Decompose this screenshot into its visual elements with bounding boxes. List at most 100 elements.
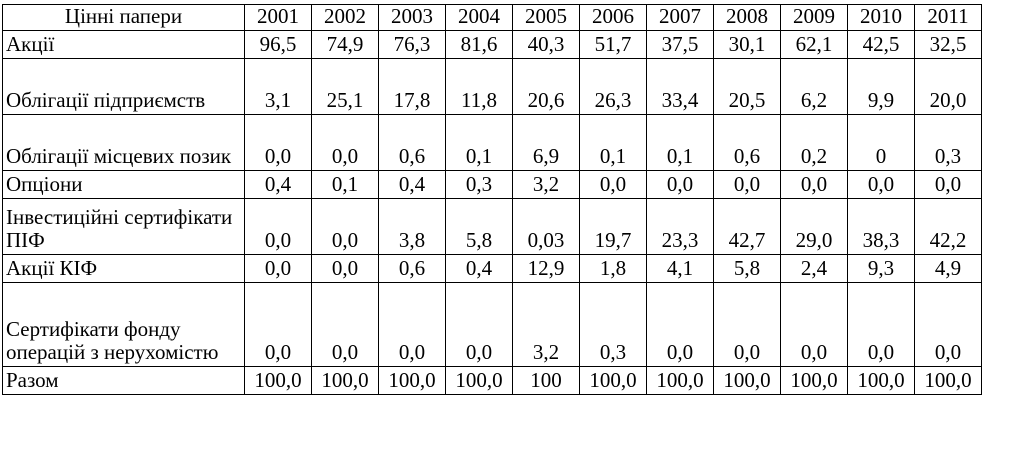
value-cell: 26,3 bbox=[579, 58, 647, 115]
value-cell: 100 bbox=[512, 366, 580, 395]
value-cell: 5,8 bbox=[713, 254, 781, 283]
value-cell: 0,6 bbox=[378, 254, 446, 283]
row-label-cell: Сертифікати фонду операцій з нерухомістю bbox=[2, 282, 245, 367]
value-cell: 42,5 bbox=[847, 30, 915, 59]
value-cell: 100,0 bbox=[579, 366, 647, 395]
value-cell: 42,2 bbox=[914, 198, 982, 255]
table-row: Інвестиційні сертифікати ПІФ 0,0 0,0 3,8 5,8… bbox=[2, 198, 982, 255]
table-row: Разом 100,0 100,0 100,0 100,0 100 100,0 100,0 10… bbox=[2, 366, 982, 395]
table-body: Акції 96,5 74,9 76,3 81,6 40,3 51,7 37,5 30,1 62,… bbox=[2, 30, 982, 395]
value-cell: 0,0 bbox=[244, 114, 312, 171]
value-cell: 0,1 bbox=[445, 114, 513, 171]
value-cell: 0,0 bbox=[713, 282, 781, 367]
value-cell: 0,1 bbox=[311, 170, 379, 199]
value-cell: 0,0 bbox=[914, 170, 982, 199]
value-cell: 96,5 bbox=[244, 30, 312, 59]
header-label-cell: Цінні папери bbox=[2, 4, 245, 31]
header-year-cell: 2007 bbox=[646, 4, 714, 31]
value-cell: 0,0 bbox=[646, 170, 714, 199]
row-label-cell: Разом bbox=[2, 366, 245, 395]
table-header-row: Цінні папери 2001 2002 2003 2004 2005 20… bbox=[2, 4, 982, 31]
value-cell: 0,0 bbox=[311, 114, 379, 171]
value-cell: 4,9 bbox=[914, 254, 982, 283]
header-year-cell: 2008 bbox=[713, 4, 781, 31]
value-cell: 6,9 bbox=[512, 114, 580, 171]
value-cell: 0,0 bbox=[244, 254, 312, 283]
header-year-cell: 2002 bbox=[311, 4, 379, 31]
value-cell: 42,7 bbox=[713, 198, 781, 255]
header-year-cell: 2004 bbox=[445, 4, 513, 31]
value-cell: 32,5 bbox=[914, 30, 982, 59]
row-label-cell: Інвестиційні сертифікати ПІФ bbox=[2, 198, 245, 255]
header-year-cell: 2001 bbox=[244, 4, 312, 31]
value-cell: 2,4 bbox=[780, 254, 848, 283]
value-cell: 0,0 bbox=[780, 282, 848, 367]
value-cell: 30,1 bbox=[713, 30, 781, 59]
value-cell: 0,0 bbox=[311, 254, 379, 283]
header-year-cell: 2006 bbox=[579, 4, 647, 31]
value-cell: 100,0 bbox=[847, 366, 915, 395]
value-cell: 81,6 bbox=[445, 30, 513, 59]
value-cell: 3,2 bbox=[512, 170, 580, 199]
value-cell: 3,8 bbox=[378, 198, 446, 255]
value-cell: 0,0 bbox=[378, 282, 446, 367]
value-cell: 100,0 bbox=[244, 366, 312, 395]
value-cell: 0,0 bbox=[579, 170, 647, 199]
value-cell: 74,9 bbox=[311, 30, 379, 59]
value-cell: 0,4 bbox=[445, 254, 513, 283]
value-cell: 100,0 bbox=[445, 366, 513, 395]
value-cell: 5,8 bbox=[445, 198, 513, 255]
value-cell: 51,7 bbox=[579, 30, 647, 59]
table-row: Сертифікати фонду операцій з нерухомістю… bbox=[2, 282, 982, 367]
value-cell: 0,4 bbox=[244, 170, 312, 199]
value-cell: 25,1 bbox=[311, 58, 379, 115]
securities-structure-table: Цінні папери 2001 2002 2003 2004 2005 20… bbox=[2, 4, 982, 395]
value-cell: 0,0 bbox=[780, 170, 848, 199]
value-cell: 37,5 bbox=[646, 30, 714, 59]
value-cell: 3,2 bbox=[512, 282, 580, 367]
value-cell: 0,3 bbox=[914, 114, 982, 171]
header-year-cell: 2003 bbox=[378, 4, 446, 31]
value-cell: 0,6 bbox=[378, 114, 446, 171]
header-year-cell: 2011 bbox=[914, 4, 982, 31]
value-cell: 40,3 bbox=[512, 30, 580, 59]
value-cell: 100,0 bbox=[378, 366, 446, 395]
value-cell: 0,2 bbox=[780, 114, 848, 171]
value-cell: 1,8 bbox=[579, 254, 647, 283]
value-cell: 11,8 bbox=[445, 58, 513, 115]
value-cell: 0,0 bbox=[244, 198, 312, 255]
table-row: Облігації місцевих позик 0,0 0,0 0,6 0,1 6,9 0… bbox=[2, 114, 982, 171]
value-cell: 38,3 bbox=[847, 198, 915, 255]
table-row: Акції КІФ 0,0 0,0 0,6 0,4 12,9 1,8 4,1 5,8 2,4 9,3… bbox=[2, 254, 982, 283]
value-cell: 20,6 bbox=[512, 58, 580, 115]
row-label-cell: Опціони bbox=[2, 170, 245, 199]
value-cell: 100,0 bbox=[646, 366, 714, 395]
securities-structure-table-container: Цінні папери 2001 2002 2003 2004 2005 20… bbox=[2, 4, 982, 395]
value-cell: 9,3 bbox=[847, 254, 915, 283]
table-row: Акції 96,5 74,9 76,3 81,6 40,3 51,7 37,5 30,1 62,… bbox=[2, 30, 982, 59]
value-cell: 0,0 bbox=[311, 282, 379, 367]
value-cell: 0,0 bbox=[311, 198, 379, 255]
row-label-cell: Облігації місцевих позик bbox=[2, 114, 245, 171]
value-cell: 62,1 bbox=[780, 30, 848, 59]
value-cell: 100,0 bbox=[780, 366, 848, 395]
value-cell: 0,0 bbox=[847, 170, 915, 199]
value-cell: 0,03 bbox=[512, 198, 580, 255]
value-cell: 0,3 bbox=[579, 282, 647, 367]
table-row: Облігації підприємств 3,1 25,1 17,8 11,8 20,6… bbox=[2, 58, 982, 115]
row-label-cell: Облігації підприємств bbox=[2, 58, 245, 115]
value-cell: 19,7 bbox=[579, 198, 647, 255]
value-cell: 0 bbox=[847, 114, 915, 171]
value-cell: 0,0 bbox=[244, 282, 312, 367]
value-cell: 0,4 bbox=[378, 170, 446, 199]
value-cell: 0,6 bbox=[713, 114, 781, 171]
value-cell: 3,1 bbox=[244, 58, 312, 115]
header-year-cell: 2010 bbox=[847, 4, 915, 31]
value-cell: 6,2 bbox=[780, 58, 848, 115]
row-label-cell: Акції bbox=[2, 30, 245, 59]
value-cell: 0,0 bbox=[445, 282, 513, 367]
value-cell: 0,1 bbox=[579, 114, 647, 171]
value-cell: 0,0 bbox=[847, 282, 915, 367]
row-label-cell: Акції КІФ bbox=[2, 254, 245, 283]
value-cell: 100,0 bbox=[914, 366, 982, 395]
